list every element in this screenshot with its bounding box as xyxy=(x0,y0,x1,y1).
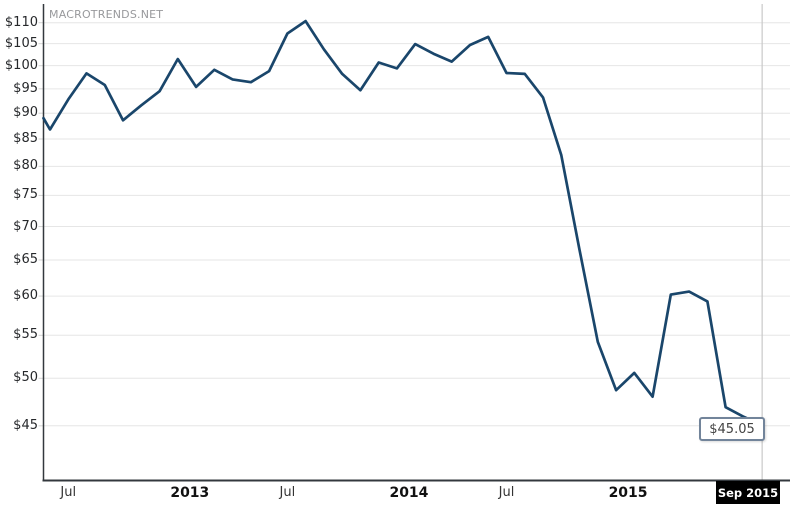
y-axis-label: $55 xyxy=(13,327,38,343)
y-axis-label: $85 xyxy=(13,130,38,146)
price-line xyxy=(42,19,764,427)
x-axis-label: Jul xyxy=(60,485,77,500)
x-axis-label: 2015 xyxy=(608,485,648,501)
y-axis-label: $80 xyxy=(13,158,38,174)
x-axis-label: Jul xyxy=(498,485,515,500)
x-axis-label: Jul xyxy=(279,485,296,500)
last-price-tooltip: $45.05 xyxy=(699,417,765,441)
x-axis-label: 2013 xyxy=(170,485,210,501)
watermark: MACROTRENDS.NET xyxy=(49,8,164,21)
y-axis-label: $100 xyxy=(4,57,38,73)
y-axis-label: $45 xyxy=(13,417,38,433)
y-axis-label: $70 xyxy=(13,218,38,234)
y-axis-label: $105 xyxy=(4,35,38,51)
x-axis-label: 2014 xyxy=(389,485,429,501)
y-axis-label: $75 xyxy=(13,187,38,203)
y-axis-label: $50 xyxy=(13,370,38,386)
y-axis-label: $95 xyxy=(13,80,38,96)
y-axis-label: $60 xyxy=(13,288,38,304)
y-axis-label: $110 xyxy=(4,14,38,30)
y-axis-label: $65 xyxy=(13,251,38,267)
y-axis-label: $90 xyxy=(13,105,38,121)
current-date-badge: Sep 2015 xyxy=(716,481,780,504)
